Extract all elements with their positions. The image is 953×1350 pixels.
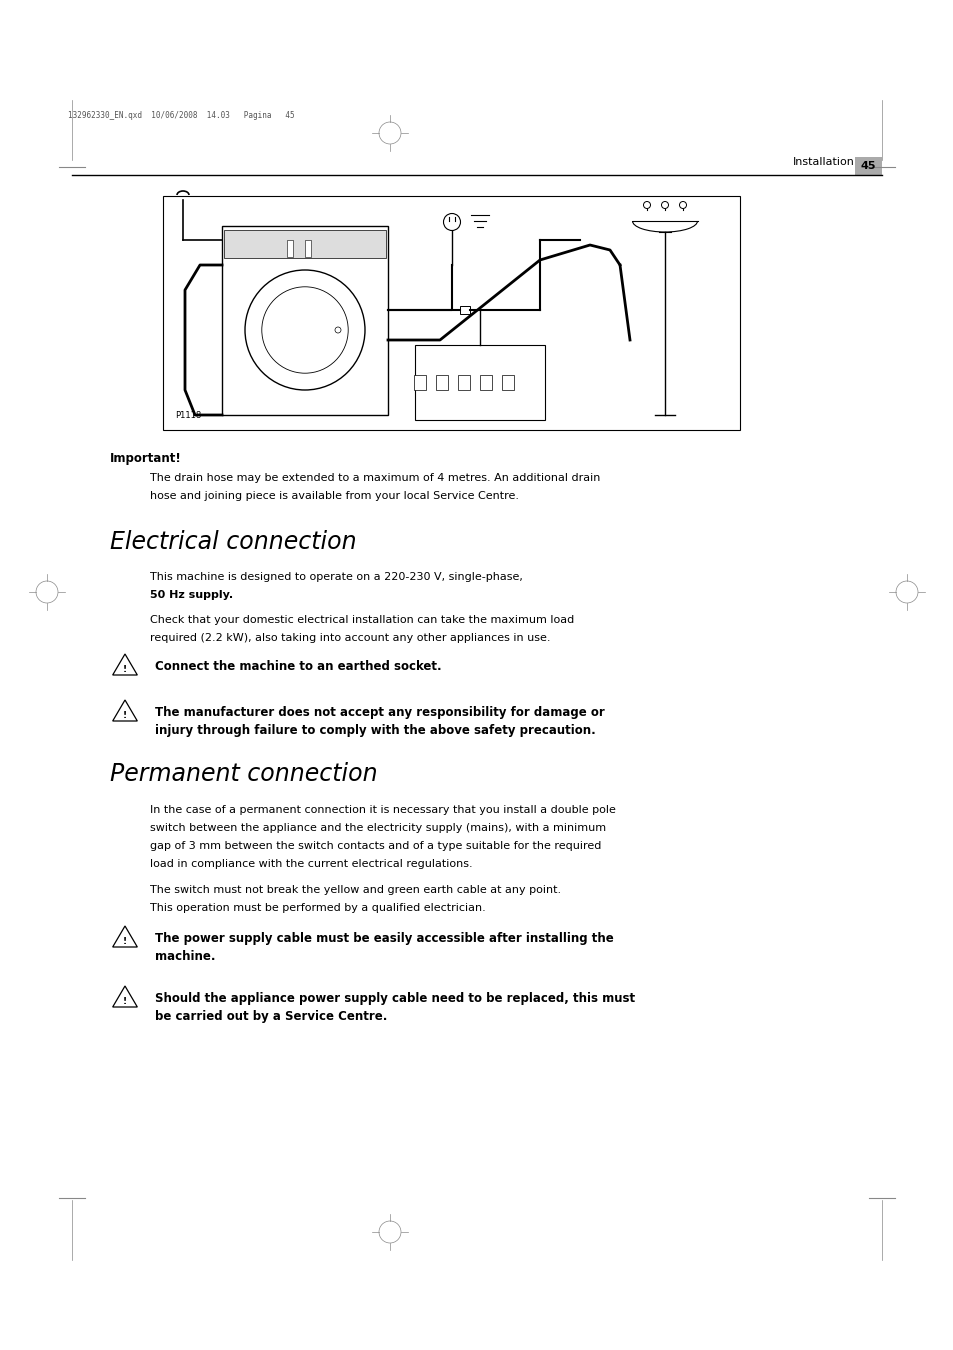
Text: Permanent connection: Permanent connection (110, 761, 377, 786)
Bar (163, 196, 740, 431)
Text: hose and joining piece is available from your local Service Centre.: hose and joining piece is available from… (150, 491, 518, 501)
Text: be carried out by a Service Centre.: be carried out by a Service Centre. (154, 1010, 387, 1023)
Bar (457, 375, 470, 390)
Text: Should the appliance power supply cable need to be replaced, this must: Should the appliance power supply cable … (154, 992, 635, 1004)
Bar (287, 240, 293, 256)
Text: injury through failure to comply with the above safety precaution.: injury through failure to comply with th… (154, 724, 595, 737)
Text: This operation must be performed by a qualified electrician.: This operation must be performed by a qu… (150, 903, 485, 913)
Text: switch between the appliance and the electricity supply (mains), with a minimum: switch between the appliance and the ele… (150, 824, 605, 833)
Text: !: ! (123, 996, 127, 1006)
Bar (436, 375, 448, 390)
Bar (479, 375, 492, 390)
Bar (305, 240, 311, 256)
Text: Electrical connection: Electrical connection (110, 531, 356, 554)
Text: The manufacturer does not accept any responsibility for damage or: The manufacturer does not accept any res… (154, 706, 604, 720)
Text: P1118: P1118 (174, 410, 201, 420)
Text: 132962330_EN.qxd  10/06/2008  14.03   Pagina   45: 132962330_EN.qxd 10/06/2008 14.03 Pagina… (68, 111, 294, 120)
Bar (415, 346, 544, 420)
Text: 50 Hz supply.: 50 Hz supply. (150, 590, 233, 599)
Text: Important!: Important! (110, 452, 182, 464)
Bar (222, 225, 388, 414)
Text: Check that your domestic electrical installation can take the maximum load: Check that your domestic electrical inst… (150, 616, 574, 625)
Text: In the case of a permanent connection it is necessary that you install a double : In the case of a permanent connection it… (150, 805, 616, 815)
Bar (501, 375, 514, 390)
Text: 45: 45 (860, 161, 876, 171)
Bar (459, 306, 470, 315)
Text: This machine is designed to operate on a 220-230 V, single-phase,: This machine is designed to operate on a… (150, 572, 522, 582)
Text: required (2.2 kW), also taking into account any other appliances in use.: required (2.2 kW), also taking into acco… (150, 633, 550, 643)
Bar (854, 157, 882, 176)
Bar (414, 375, 426, 390)
Text: machine.: machine. (154, 950, 215, 963)
Text: !: ! (123, 937, 127, 946)
Text: The switch must not break the yellow and green earth cable at any point.: The switch must not break the yellow and… (150, 886, 560, 895)
Text: gap of 3 mm between the switch contacts and of a type suitable for the required: gap of 3 mm between the switch contacts … (150, 841, 600, 850)
Text: load in compliance with the current electrical regulations.: load in compliance with the current elec… (150, 859, 472, 869)
Bar (224, 230, 386, 258)
Text: The power supply cable must be easily accessible after installing the: The power supply cable must be easily ac… (154, 931, 613, 945)
Text: Connect the machine to an earthed socket.: Connect the machine to an earthed socket… (154, 660, 441, 674)
Text: !: ! (123, 711, 127, 720)
Text: !: ! (123, 666, 127, 674)
Text: The drain hose may be extended to a maximum of 4 metres. An additional drain: The drain hose may be extended to a maxi… (150, 472, 599, 483)
Text: Installation: Installation (792, 157, 854, 167)
